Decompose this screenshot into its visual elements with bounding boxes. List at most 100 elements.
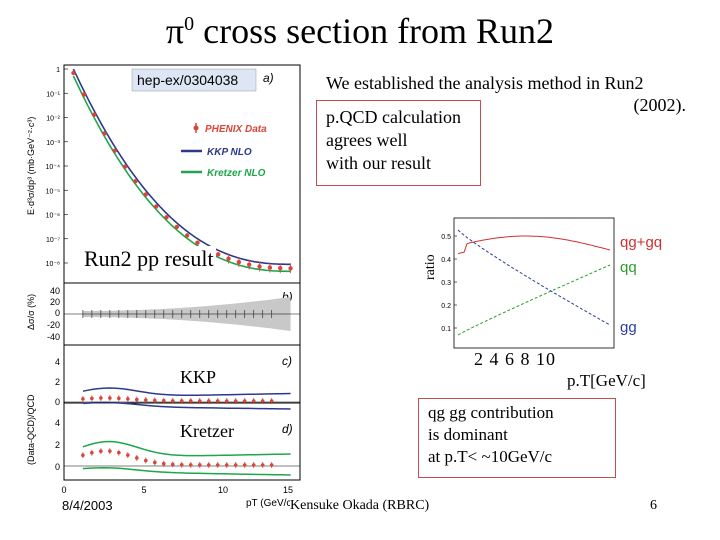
- data-point: [164, 215, 168, 219]
- legend-kretzer-label: Kretzer NLO: [207, 168, 266, 179]
- residual-point-d: [171, 463, 175, 467]
- residual-point-c: [216, 399, 220, 403]
- kretzer-label: Kretzer: [180, 421, 234, 442]
- kkp-label: KKP: [180, 367, 216, 388]
- data-point: [123, 164, 127, 168]
- residual-point-c: [270, 399, 274, 403]
- residual-point-c: [99, 396, 103, 400]
- conclusion-line-1: qg gg contribution: [428, 402, 615, 424]
- ref-label: hep-ex/0304038: [137, 72, 238, 88]
- y-tick-label-d: 0: [55, 462, 60, 472]
- data-point: [247, 262, 251, 266]
- residual-point-d: [81, 453, 85, 457]
- data-point: [92, 113, 96, 117]
- residual-point-d: [153, 461, 157, 465]
- data-point: [144, 192, 148, 196]
- residual-point-c: [189, 399, 193, 403]
- qq-curve: [458, 265, 610, 335]
- y-tick-label-b: 40: [50, 286, 60, 296]
- y-tick-label-a: 10⁻⁷: [46, 237, 60, 244]
- conclusion-line-2: is dominant: [428, 424, 615, 446]
- data-point: [113, 148, 117, 152]
- y-axis-label-b: Δσ/σ (%): [26, 294, 36, 330]
- data-point: [175, 225, 179, 229]
- footer-date: 8/4/2003: [62, 498, 113, 513]
- residual-point-c: [153, 399, 157, 403]
- ratio-y-tick-label: 0.3: [441, 280, 451, 287]
- ratio-x-axis-label: p.T[GeV/c]: [567, 371, 646, 391]
- residual-point-c: [207, 399, 211, 403]
- cross-section-figure: hep-ex/0304038 a) b) c) d) E·d³σ/dp³ (mb…: [20, 55, 310, 520]
- data-point: [82, 92, 86, 96]
- x-tick-label: 0: [61, 485, 66, 495]
- y-tick-label-a: 10⁻⁸: [46, 261, 60, 268]
- residual-point-d: [270, 463, 274, 467]
- residual-point-c: [171, 399, 175, 403]
- y-tick-label-a: 10⁻²: [46, 116, 60, 123]
- pqcd-line-1: p.QCD calculation: [326, 106, 480, 129]
- residual-point-c: [90, 397, 94, 401]
- legend-kkp-label: KKP NLO: [207, 147, 252, 158]
- pqcd-line-2: agrees well: [326, 129, 480, 152]
- residual-point-d: [90, 451, 94, 455]
- data-point: [71, 71, 75, 75]
- residual-point-d: [216, 463, 220, 467]
- ratio-figure-generated: 0.5 0.4 0.3 0.2 0.1: [441, 230, 610, 335]
- ratio-y-tick-label: 0.1: [441, 326, 451, 333]
- y-tick-label-c: 0: [55, 397, 60, 407]
- data-point: [195, 241, 199, 245]
- ratio-y-tick-label: 0.2: [441, 303, 451, 310]
- run2-result-label: Run2 pp result: [82, 246, 216, 272]
- residual-point-d: [207, 463, 211, 467]
- y-tick-label-a: 1: [56, 67, 60, 74]
- residual-point-c: [81, 397, 85, 401]
- x-tick-label: 15: [283, 485, 293, 495]
- residual-point-c: [261, 399, 265, 403]
- residual-point-c: [243, 399, 247, 403]
- upper-band-c: [83, 388, 291, 395]
- conclusion-callout-box: qg gg contribution is dominant at p.T< ~…: [418, 398, 616, 478]
- y-tick-label-a: 10⁻¹: [46, 91, 60, 98]
- residual-point-d: [99, 449, 103, 453]
- residual-point-c: [225, 399, 229, 403]
- residual-point-c: [180, 399, 184, 403]
- y-tick-label-c: 4: [55, 357, 60, 367]
- residual-point-c: [144, 398, 148, 402]
- y-axis-label-a: E·d³σ/dp³ (mb·GeV⁻²·c³): [26, 117, 36, 215]
- residual-point-d: [144, 459, 148, 463]
- legend-data-dot: [194, 126, 199, 131]
- residual-point-c: [135, 398, 139, 402]
- data-point: [216, 252, 220, 256]
- y-tick-label-a: 10⁻⁶: [46, 213, 60, 220]
- pqcd-line-3: with our result: [326, 152, 480, 175]
- y-tick-label-b: -40: [47, 332, 60, 342]
- data-point: [102, 131, 106, 135]
- y-tick-label-b: 20: [50, 297, 60, 307]
- upper-band-d: [83, 442, 291, 456]
- residual-point-d: [108, 449, 112, 453]
- data-point: [278, 266, 282, 270]
- data-point: [154, 204, 158, 208]
- residual-point-d: [252, 463, 256, 467]
- residual-point-d: [189, 463, 193, 467]
- ratio-y-tick-label: 0.4: [441, 257, 451, 264]
- residual-point-d: [234, 463, 238, 467]
- residual-point-d: [243, 463, 247, 467]
- residual-point-d: [126, 453, 130, 457]
- residual-point-d: [180, 463, 184, 467]
- residual-point-d: [117, 451, 121, 455]
- residual-point-c: [198, 399, 202, 403]
- data-point: [288, 266, 292, 270]
- residual-point-c: [162, 399, 166, 403]
- series-label-qg: qg+gq: [620, 234, 662, 251]
- y-tick-label-a: 10⁻⁴: [46, 164, 61, 171]
- lower-band-d: [83, 468, 291, 475]
- residual-point-c: [117, 397, 121, 401]
- data-point: [268, 265, 272, 269]
- data-point: [257, 264, 261, 268]
- slide-title: π0 cross section from Run2: [0, 10, 720, 52]
- ratio-y-axis-label: ratio: [423, 254, 438, 280]
- qg-curve: [458, 236, 610, 254]
- intro-line-1: We established the analysis method in Ru…: [326, 72, 686, 94]
- footer-author: Kensuke Okada (RBRC): [290, 498, 429, 514]
